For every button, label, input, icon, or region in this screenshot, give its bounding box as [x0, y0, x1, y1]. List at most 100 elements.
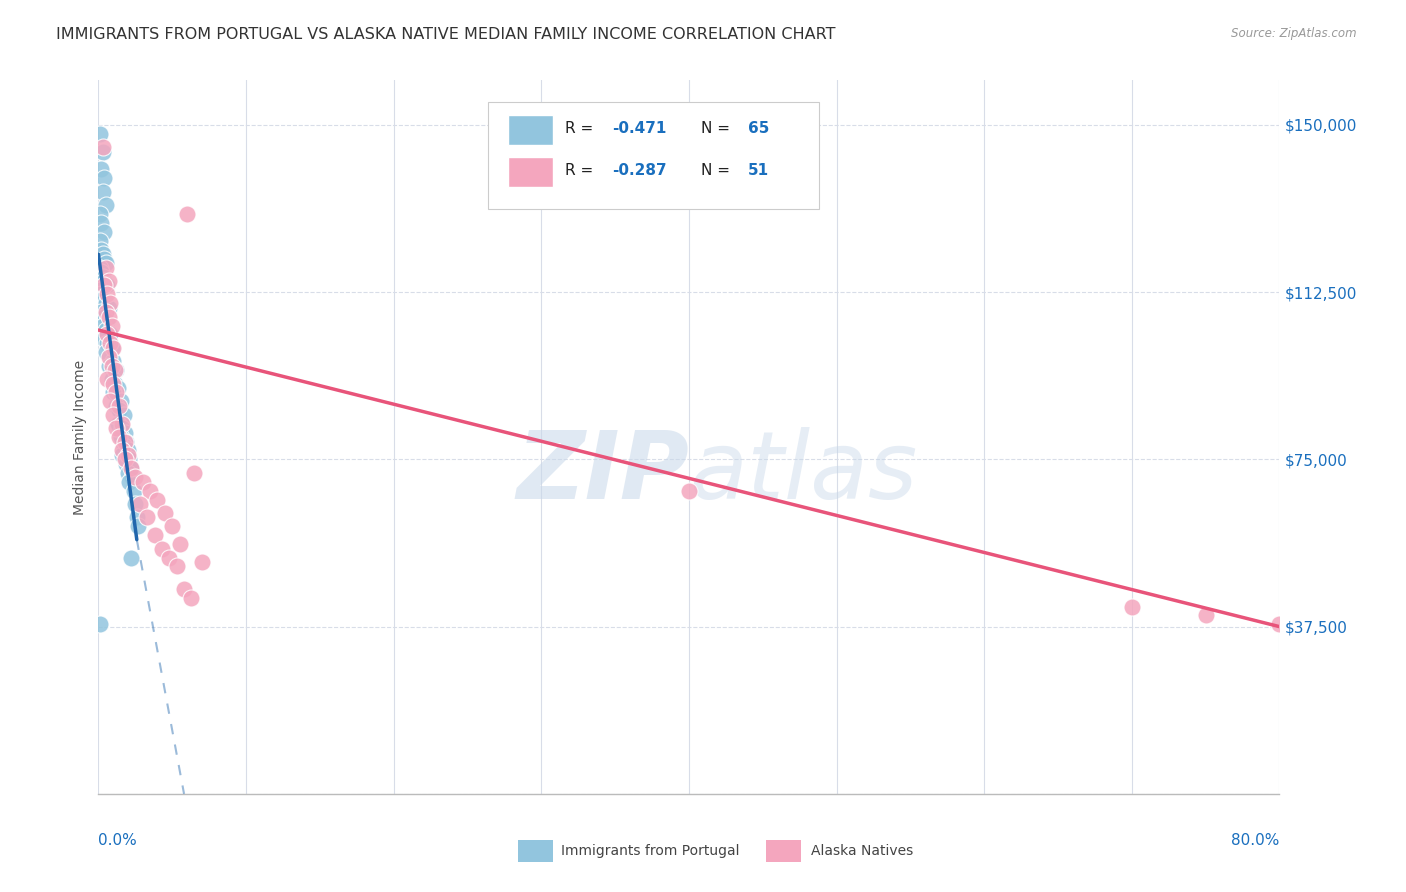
Point [114, 452, 136, 467]
Point [98, 336, 121, 351]
Point [110, 394, 132, 409]
Point [93, 252, 115, 266]
Point [89, 207, 111, 221]
Point [112, 439, 135, 453]
Text: N =: N = [700, 120, 734, 136]
Point [98, 327, 121, 342]
Point [96, 314, 118, 328]
Point [94, 323, 117, 337]
Text: Alaska Natives: Alaska Natives [811, 844, 912, 858]
Point [117, 466, 139, 480]
Point [115, 434, 138, 449]
Point [105, 399, 128, 413]
Point [100, 359, 122, 373]
Point [118, 475, 141, 489]
Point [111, 421, 134, 435]
Point [105, 385, 128, 400]
Point [104, 376, 127, 391]
FancyBboxPatch shape [766, 840, 801, 862]
Point [96, 336, 118, 351]
Point [104, 363, 127, 377]
Point [678, 483, 700, 498]
Point [96, 327, 118, 342]
Point [97, 359, 120, 373]
Point [97, 274, 120, 288]
Point [191, 555, 214, 569]
Point [93, 274, 115, 288]
Text: IMMIGRANTS FROM PORTUGAL VS ALASKA NATIVE MEDIAN FAMILY INCOME CORRELATION CHART: IMMIGRANTS FROM PORTUGAL VS ALASKA NATIV… [56, 27, 835, 42]
Point [90, 265, 112, 279]
Point [100, 318, 122, 333]
Point [97, 310, 120, 324]
Point [128, 497, 150, 511]
Point [139, 483, 162, 498]
Point [132, 475, 155, 489]
Point [89, 617, 111, 632]
Point [96, 372, 118, 386]
FancyBboxPatch shape [508, 157, 553, 187]
Point [90, 216, 112, 230]
Point [114, 425, 136, 440]
Point [117, 448, 139, 462]
Point [105, 421, 128, 435]
Point [120, 461, 142, 475]
Point [180, 591, 202, 605]
Text: -0.287: -0.287 [612, 163, 666, 178]
Point [108, 430, 131, 444]
Point [90, 287, 112, 301]
Point [111, 448, 134, 462]
Point [91, 185, 114, 199]
Point [122, 483, 145, 498]
Point [121, 470, 143, 484]
Point [111, 417, 134, 431]
Point [146, 492, 169, 507]
Text: 0.0%: 0.0% [98, 833, 138, 848]
Point [90, 162, 112, 177]
Point [91, 292, 114, 306]
Point [127, 519, 149, 533]
Point [120, 461, 142, 475]
Point [112, 408, 135, 422]
Point [1121, 599, 1143, 614]
Point [111, 443, 134, 458]
Text: atlas: atlas [689, 427, 917, 518]
Point [143, 528, 166, 542]
Point [169, 537, 191, 551]
FancyBboxPatch shape [488, 102, 818, 209]
Point [93, 332, 115, 346]
Point [103, 376, 125, 391]
Point [89, 127, 111, 141]
Point [100, 341, 122, 355]
Text: 80.0%: 80.0% [1232, 833, 1279, 848]
Point [97, 301, 120, 315]
Text: ZIP: ZIP [516, 426, 689, 519]
Point [91, 269, 114, 284]
Point [136, 510, 159, 524]
Point [103, 341, 125, 355]
Point [90, 305, 112, 319]
Text: 51: 51 [748, 163, 769, 178]
Point [94, 345, 117, 359]
Point [89, 234, 111, 248]
Point [176, 207, 198, 221]
Text: Source: ZipAtlas.com: Source: ZipAtlas.com [1232, 27, 1357, 40]
Point [150, 541, 173, 556]
Point [153, 506, 176, 520]
Point [162, 519, 183, 533]
FancyBboxPatch shape [508, 114, 553, 145]
Text: 65: 65 [748, 120, 769, 136]
Point [166, 559, 188, 574]
Point [91, 318, 114, 333]
Point [94, 198, 117, 212]
Point [96, 278, 118, 293]
Point [91, 145, 114, 159]
Point [94, 296, 117, 310]
Point [97, 350, 120, 364]
Point [93, 278, 115, 293]
Point [94, 260, 117, 275]
Point [94, 305, 117, 319]
Text: R =: R = [565, 120, 598, 136]
Point [94, 256, 117, 270]
Point [117, 443, 139, 458]
Point [1268, 617, 1291, 632]
